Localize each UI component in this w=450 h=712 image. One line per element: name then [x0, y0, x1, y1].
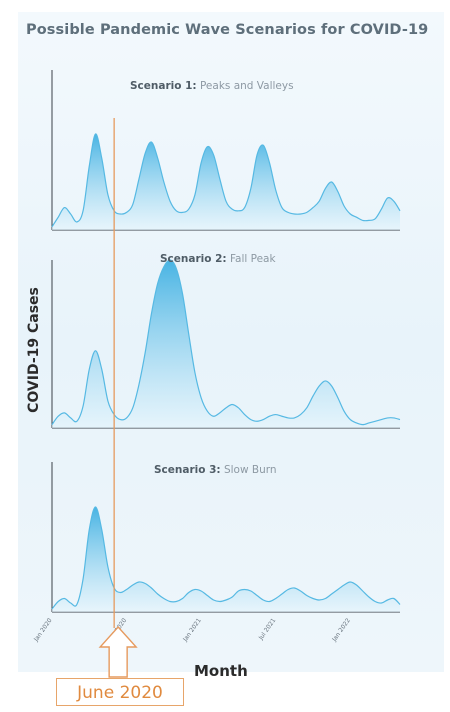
june-2020-arrow — [98, 625, 138, 678]
x-tick-label: Jul 2021 — [257, 617, 277, 642]
x-axis-label: Month — [194, 662, 248, 680]
x-tick-label: Jan 2022 — [330, 617, 352, 644]
scenario-1-panel: Scenario 1: Peaks and Valleys — [51, 70, 401, 231]
scenario-3-area — [52, 507, 400, 612]
chart-title: Possible Pandemic Wave Scenarios for COV… — [26, 22, 429, 38]
scenario-2-title: Scenario 2: Fall Peak — [160, 253, 276, 265]
scenario-2-panel: Scenario 2: Fall Peak — [51, 253, 401, 429]
scenario-3-title-bold: Scenario 3: — [154, 464, 221, 476]
scenario-1-line — [51, 133, 401, 228]
scenario-2-title-rest: Fall Peak — [227, 253, 277, 265]
scenario-1-area — [52, 133, 400, 230]
scenario-3-title-rest: Slow Burn — [221, 464, 277, 476]
scenario-1-title: Scenario 1: Peaks and Valleys — [130, 80, 294, 92]
scenario-3-line — [51, 506, 401, 610]
scenario-3-title: Scenario 3: Slow Burn — [154, 464, 277, 476]
x-tick-label: Jan 2020 — [32, 617, 54, 644]
scenario-2-line — [51, 259, 401, 426]
scenario-2-title-bold: Scenario 2: — [160, 253, 227, 265]
x-tick-label: Jan 2021 — [181, 617, 203, 644]
scenario-1-title-rest: Peaks and Valleys — [197, 80, 294, 92]
scenario-3-panel: Scenario 3: Slow Burn — [51, 462, 401, 613]
june-2020-callout: June 2020 — [56, 678, 184, 706]
scenario-1-title-bold: Scenario 1: — [130, 80, 197, 92]
scenario-2-area — [52, 259, 400, 428]
